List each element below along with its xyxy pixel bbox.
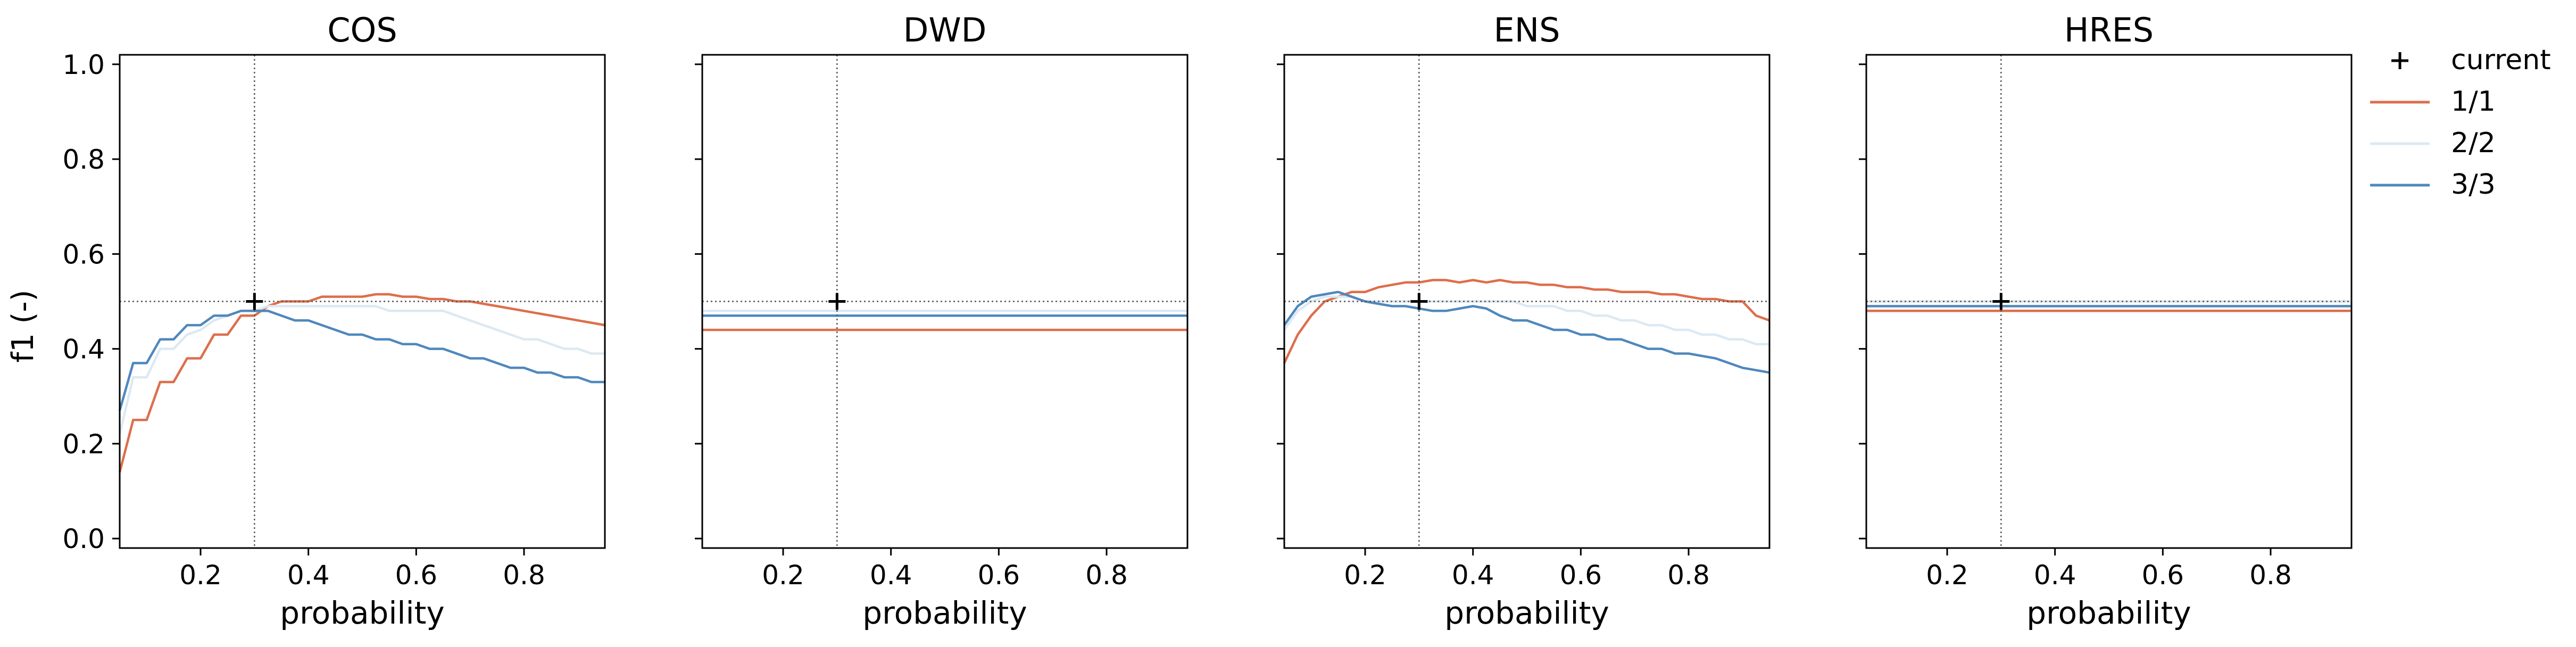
x-tick-label: 0.2 xyxy=(1344,560,1386,591)
y-axis-label: f1 (-) xyxy=(6,289,40,362)
x-axis-label: probability xyxy=(2026,595,2191,631)
x-axis-label: probability xyxy=(1444,595,1609,631)
plot-frame xyxy=(119,54,606,549)
x-tick-label: 0.6 xyxy=(1560,560,1602,591)
x-tick-label: 0.8 xyxy=(503,560,545,591)
subplot-title: ENS xyxy=(1494,11,1560,49)
x-tick-label: 0.4 xyxy=(287,560,330,591)
x-tick-label: 0.6 xyxy=(978,560,1020,591)
y-tick-label: 0.8 xyxy=(62,144,105,175)
subplot-title: COS xyxy=(327,11,397,49)
x-tick-label: 0.4 xyxy=(2034,560,2076,591)
x-tick-label: 0.8 xyxy=(1085,560,1128,591)
plot-frame xyxy=(701,54,1189,549)
subplot-cos: COS 0.2 0.4 0.6 0.8 0.0 0.2 0.4 0.6 0.8 1.0 probabi… xyxy=(62,11,606,631)
subplot-title: HRES xyxy=(2064,11,2154,49)
y-tick-label: 1.0 xyxy=(62,49,105,80)
current-marker xyxy=(1410,293,1428,310)
series-line-1-of-1 xyxy=(118,293,605,472)
series-line-2-of-2 xyxy=(118,305,605,435)
legend-item: current xyxy=(2391,44,2551,76)
subplot-hres: HRES 0.2 0.4 0.6 0.8 probability xyxy=(1859,11,2353,631)
subplot-ens: ENS 0.2 0.4 0.6 0.8 probability xyxy=(1277,11,1771,631)
x-tick-label: 0.6 xyxy=(2142,560,2184,591)
legend-label: current xyxy=(2451,44,2551,76)
plot-frame xyxy=(1865,54,2353,549)
y-tick-label: 0.0 xyxy=(62,524,105,554)
subplots: COS 0.2 0.4 0.6 0.8 0.0 0.2 0.4 0.6 0.8 1.0 probabi… xyxy=(62,11,2353,631)
current-marker xyxy=(246,293,263,310)
x-tick-label: 0.2 xyxy=(1926,560,1968,591)
x-tick-label: 0.4 xyxy=(1452,560,1494,591)
legend-marker xyxy=(2391,52,2408,69)
legend-label: 1/1 xyxy=(2451,86,2496,118)
legend-item: 2/2 xyxy=(2370,127,2496,159)
current-marker xyxy=(1992,293,2010,310)
legend-label: 2/2 xyxy=(2451,127,2496,159)
subplot-title: DWD xyxy=(903,11,987,49)
current-marker xyxy=(828,293,846,310)
legend-item: 1/1 xyxy=(2370,86,2496,118)
plot-frame xyxy=(1283,54,1771,549)
x-tick-label: 0.4 xyxy=(870,560,912,591)
x-tick-label: 0.2 xyxy=(762,560,804,591)
legend-label: 3/3 xyxy=(2451,169,2496,201)
series-line-1-of-1 xyxy=(1283,279,1770,364)
x-axis-label: probability xyxy=(280,595,444,631)
y-tick-label: 0.4 xyxy=(62,334,105,365)
legend-item: 3/3 xyxy=(2370,169,2496,201)
legend: current 1/1 2/2 3/3 xyxy=(2370,44,2551,201)
x-tick-label: 0.2 xyxy=(179,560,222,591)
x-tick-label: 0.8 xyxy=(1667,560,1710,591)
series-line-3-of-3 xyxy=(118,310,605,411)
x-tick-label: 0.8 xyxy=(2249,560,2292,591)
y-tick-label: 0.2 xyxy=(62,429,105,460)
x-axis-label: probability xyxy=(862,595,1027,631)
y-tick-label: 0.6 xyxy=(62,239,105,270)
subplot-dwd: DWD 0.2 0.4 0.6 0.8 probability xyxy=(695,11,1189,631)
x-tick-label: 0.6 xyxy=(395,560,438,591)
